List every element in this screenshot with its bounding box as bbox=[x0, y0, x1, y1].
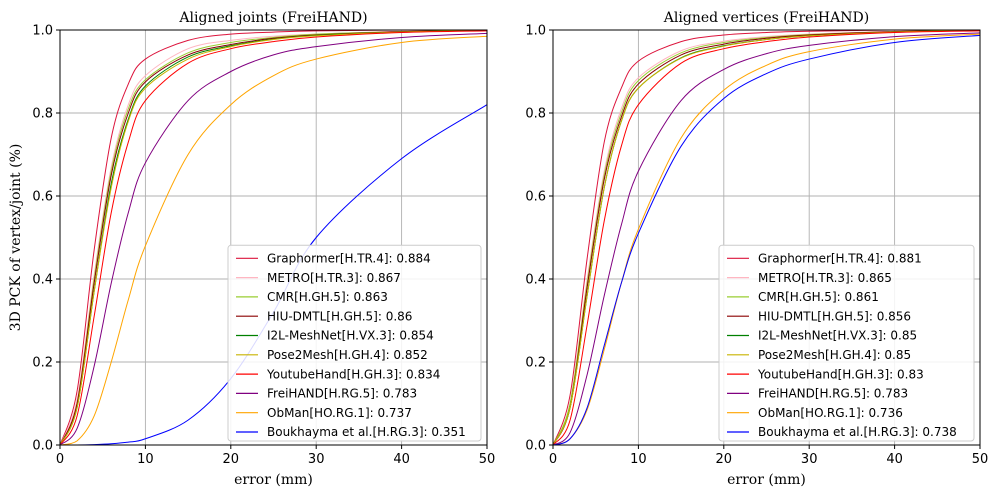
chart-panel-2: 0 10 20 30 40 50 0.0 0.2 0.4 0.6 0.8 1.0 Aligned ver… bbox=[525, 10, 988, 488]
legend: Graphormer[H.TR.4]: 0.881 METRO[H.TR.3]: … bbox=[718, 244, 975, 442]
y-tick-label: 0.4 bbox=[32, 273, 53, 288]
x-tick-label: 20 bbox=[716, 452, 733, 467]
legend-entry: HIU-DMTL[H.GH.5]: 0.86 bbox=[267, 309, 412, 323]
y-tick-label: 0.0 bbox=[525, 439, 546, 454]
x-tick-label: 40 bbox=[886, 452, 903, 467]
y-tick-label: 0.6 bbox=[32, 190, 53, 205]
y-axis-label: 3D PCK of vertex/joint (%) bbox=[8, 144, 24, 332]
legend-entry: FreiHAND[H.RG.5]: 0.783 bbox=[267, 387, 417, 401]
series-line-8 bbox=[59, 32, 488, 446]
x-tick-label: 20 bbox=[223, 452, 240, 467]
legend-entry: METRO[H.TR.3]: 0.865 bbox=[758, 271, 892, 285]
y-tick-label: 1.0 bbox=[32, 24, 53, 39]
legend-entry: YoutubeHand[H.GH.3]: 0.83 bbox=[757, 367, 924, 381]
legend-box bbox=[227, 244, 482, 442]
legend-entry: YoutubeHand[H.GH.3]: 0.834 bbox=[266, 367, 440, 381]
x-tick-label: 30 bbox=[801, 452, 818, 467]
legend-entry: HIU-DMTL[H.GH.5]: 0.856 bbox=[758, 309, 911, 323]
x-tick-label: 50 bbox=[479, 452, 496, 467]
legend-entry: I2L-MeshNet[H.VX.3]: 0.85 bbox=[758, 329, 917, 343]
series-line-7 bbox=[552, 30, 981, 446]
y-tick-label: 0.6 bbox=[525, 190, 546, 205]
series-line-6 bbox=[552, 29, 981, 446]
x-tick-label: 10 bbox=[630, 452, 647, 467]
series-line-9 bbox=[552, 33, 981, 446]
legend-entry: Boukhayma et al.[H.RG.3]: 0.738 bbox=[758, 425, 957, 439]
chart-title: Aligned joints (FreiHAND) bbox=[178, 10, 367, 26]
plot-frame bbox=[552, 29, 981, 446]
y-tick-label: 1.0 bbox=[525, 24, 546, 39]
x-tick-label: 40 bbox=[393, 452, 410, 467]
x-axis-label: error (mm) bbox=[234, 472, 313, 488]
y-tick-label: 0.2 bbox=[32, 356, 53, 371]
plot-frame bbox=[59, 29, 488, 446]
series-line-4 bbox=[552, 29, 981, 446]
y-tick-label: 0.4 bbox=[525, 273, 546, 288]
chart-panel-1: 0 10 20 30 40 50 0.0 0.2 0.4 0.6 0.8 1.0 Aligned joi… bbox=[8, 10, 495, 488]
legend-entry: Pose2Mesh[H.GH.4]: 0.85 bbox=[758, 348, 911, 362]
legend-entry: I2L-MeshNet[H.VX.3]: 0.854 bbox=[267, 329, 434, 343]
series-line-1 bbox=[59, 29, 487, 446]
series-line-10 bbox=[552, 34, 981, 446]
y-tick-label: 0.8 bbox=[525, 107, 546, 122]
legend-entry: METRO[H.TR.3]: 0.867 bbox=[267, 271, 401, 285]
series-line-6 bbox=[59, 29, 488, 446]
series-line-8 bbox=[552, 32, 981, 446]
x-tick-label: 50 bbox=[972, 452, 989, 467]
legend: Graphormer[H.TR.4]: 0.884 METRO[H.TR.3]: … bbox=[227, 244, 482, 442]
y-tick-label: 0.2 bbox=[525, 356, 546, 371]
series-line-9 bbox=[59, 35, 488, 446]
chart-title: Aligned vertices (FreiHAND) bbox=[663, 10, 869, 26]
x-axis-label: error (mm) bbox=[727, 472, 806, 488]
x-tick-label: 30 bbox=[308, 452, 325, 467]
x-tick-label: 0 bbox=[56, 452, 64, 467]
legend-box bbox=[718, 244, 975, 442]
x-tick-label: 0 bbox=[549, 452, 557, 467]
y-tick-label: 0.8 bbox=[32, 107, 53, 122]
x-tick-label: 10 bbox=[137, 452, 154, 467]
legend-entry: Pose2Mesh[H.GH.4]: 0.852 bbox=[267, 348, 428, 362]
legend-entry: ObMan[HO.RG.1]: 0.736 bbox=[758, 406, 903, 420]
legend-entry: ObMan[HO.RG.1]: 0.737 bbox=[267, 406, 412, 420]
legend-entry: Boukhayma et al.[H.RG.3]: 0.351 bbox=[267, 425, 466, 439]
legend-entry: CMR[H.GH.5]: 0.861 bbox=[758, 290, 879, 304]
legend-entry: CMR[H.GH.5]: 0.863 bbox=[267, 290, 388, 304]
legend-entry: Graphormer[H.TR.4]: 0.884 bbox=[267, 252, 431, 266]
legend-entry: Graphormer[H.TR.4]: 0.881 bbox=[758, 252, 922, 266]
legend-entry: FreiHAND[H.RG.5]: 0.783 bbox=[758, 387, 908, 401]
y-tick-label: 0.0 bbox=[32, 439, 53, 454]
series-line-1 bbox=[552, 29, 980, 446]
series-line-7 bbox=[59, 30, 488, 446]
